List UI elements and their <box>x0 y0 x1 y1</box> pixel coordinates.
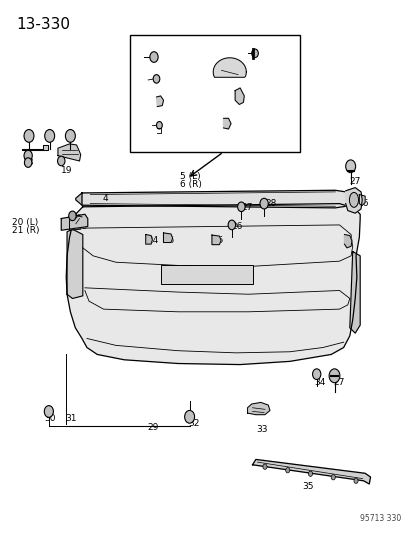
Text: 13-330: 13-330 <box>17 17 70 32</box>
Text: 2: 2 <box>47 130 53 139</box>
Text: 16 (L): 16 (L) <box>239 116 265 124</box>
Bar <box>161 265 252 284</box>
Text: 12: 12 <box>255 55 266 64</box>
Circle shape <box>312 369 320 379</box>
Circle shape <box>44 406 53 417</box>
Circle shape <box>24 158 32 167</box>
Polygon shape <box>349 252 359 333</box>
Text: 35: 35 <box>301 482 313 490</box>
Text: 14 (R): 14 (R) <box>255 77 282 86</box>
Circle shape <box>45 130 55 142</box>
Polygon shape <box>67 229 83 298</box>
Bar <box>130 35 299 152</box>
Circle shape <box>69 211 76 221</box>
Text: 32: 32 <box>188 419 199 428</box>
Circle shape <box>65 130 75 142</box>
Text: 6 (R): 6 (R) <box>180 181 202 189</box>
Circle shape <box>24 130 34 142</box>
Ellipse shape <box>349 192 358 207</box>
Text: 18: 18 <box>23 158 34 167</box>
Text: 4: 4 <box>102 194 108 203</box>
Text: 20 (L): 20 (L) <box>12 219 38 227</box>
Text: 8: 8 <box>135 78 141 87</box>
Text: 19: 19 <box>61 166 73 175</box>
Text: 33: 33 <box>256 425 268 433</box>
Text: 30: 30 <box>45 414 56 423</box>
Polygon shape <box>223 118 230 129</box>
Text: 1: 1 <box>26 130 32 139</box>
Text: 21 (R): 21 (R) <box>12 226 39 235</box>
Circle shape <box>156 122 162 129</box>
Circle shape <box>262 464 266 470</box>
Circle shape <box>184 410 194 423</box>
Polygon shape <box>211 235 221 245</box>
Circle shape <box>259 198 268 209</box>
Text: 22: 22 <box>76 214 88 223</box>
Polygon shape <box>82 190 345 208</box>
Circle shape <box>153 75 159 83</box>
Text: 11: 11 <box>144 124 155 132</box>
Text: 25: 25 <box>211 237 223 245</box>
Text: 31: 31 <box>65 414 77 423</box>
Text: 27: 27 <box>348 177 359 185</box>
Text: 27: 27 <box>241 204 252 212</box>
Circle shape <box>228 220 235 230</box>
Polygon shape <box>345 188 361 213</box>
Polygon shape <box>213 58 246 77</box>
Text: 15: 15 <box>244 97 255 106</box>
Circle shape <box>285 467 289 473</box>
Polygon shape <box>156 96 163 107</box>
Text: 5 (L): 5 (L) <box>180 173 200 181</box>
Polygon shape <box>76 193 82 205</box>
Circle shape <box>328 369 339 383</box>
Circle shape <box>57 156 65 166</box>
Circle shape <box>353 478 357 483</box>
Polygon shape <box>58 144 81 161</box>
Text: 36: 36 <box>356 199 368 208</box>
Text: 17 (R): 17 (R) <box>239 124 266 132</box>
Polygon shape <box>61 214 88 230</box>
Text: 24: 24 <box>147 237 158 245</box>
Polygon shape <box>344 235 351 248</box>
Polygon shape <box>21 145 47 150</box>
Text: 26: 26 <box>230 222 242 231</box>
Polygon shape <box>163 233 172 243</box>
Circle shape <box>330 474 335 480</box>
Text: 34: 34 <box>314 378 325 387</box>
Text: 95713 330: 95713 330 <box>359 514 401 523</box>
Text: 9 (L): 9 (L) <box>136 98 157 107</box>
Polygon shape <box>145 235 152 244</box>
Polygon shape <box>235 88 244 104</box>
Text: 29: 29 <box>147 423 158 432</box>
Circle shape <box>345 160 355 173</box>
Text: 13 (L): 13 (L) <box>255 69 282 78</box>
Text: 25: 25 <box>163 237 174 245</box>
Circle shape <box>251 49 258 58</box>
Text: 27: 27 <box>332 378 344 387</box>
Circle shape <box>150 52 158 62</box>
Polygon shape <box>66 204 359 365</box>
Circle shape <box>237 202 244 212</box>
Text: 28: 28 <box>264 199 275 208</box>
Text: 10 (R): 10 (R) <box>136 106 164 115</box>
Text: 3: 3 <box>69 130 74 139</box>
Text: 7: 7 <box>140 57 145 66</box>
Polygon shape <box>252 459 370 484</box>
Text: 23: 23 <box>76 222 88 231</box>
Polygon shape <box>358 195 364 206</box>
Circle shape <box>24 150 32 161</box>
Circle shape <box>308 471 312 477</box>
Polygon shape <box>247 402 269 415</box>
